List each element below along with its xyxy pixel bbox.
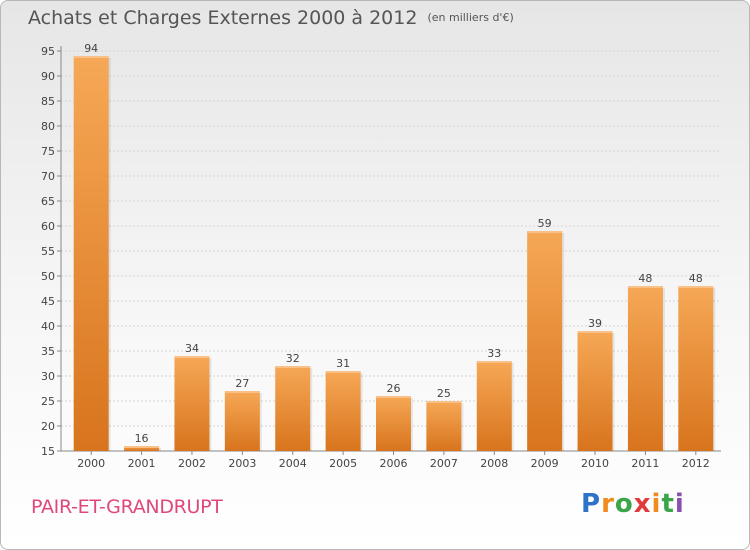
title-unit: (en milliers d'€): [427, 11, 514, 24]
bar-layer: [73, 56, 716, 451]
logo-letter: P: [581, 489, 602, 519]
y-tick-label: 80: [41, 120, 55, 133]
chart-title: Achats et Charges Externes 2000 à 2012 (e…: [28, 7, 514, 29]
y-tick-label: 95: [41, 45, 55, 58]
y-tick-label: 35: [41, 345, 55, 358]
x-tick-label: 2009: [531, 457, 559, 470]
bar: [174, 356, 210, 451]
bar-top: [678, 286, 714, 288]
data-label: 59: [538, 217, 552, 230]
label-layer: 94 2000 16 2001 34 2002 27 2003 32 2004 31 2005 26 20…: [77, 42, 710, 470]
y-tick-label: 75: [41, 145, 55, 158]
y-tick-label: 45: [41, 295, 55, 308]
y-tick-label: 55: [41, 245, 55, 258]
logo-letter: x: [633, 489, 652, 519]
bar-top: [376, 396, 411, 398]
bar-top: [73, 56, 109, 58]
data-label: 16: [135, 432, 149, 445]
y-tick-label: 60: [41, 220, 55, 233]
title-text: Achats et Charges Externes 2000 à 2012: [28, 7, 418, 29]
logo-letter: i: [651, 489, 662, 519]
y-tick-label: 65: [41, 195, 55, 208]
bar: [678, 286, 714, 451]
data-label: 25: [437, 387, 451, 400]
x-tick-label: 2008: [480, 457, 508, 470]
bar-top: [124, 446, 160, 448]
y-tick-label: 50: [41, 270, 55, 283]
bar: [124, 446, 160, 451]
bar: [577, 331, 613, 451]
data-label: 48: [638, 272, 652, 285]
bar-top: [577, 331, 613, 333]
location-name: PAIR-ET-GRANDRUPT: [31, 496, 223, 518]
data-label: 27: [235, 377, 249, 390]
logo-letter: i: [674, 489, 685, 519]
y-tick-label: 30: [41, 370, 55, 383]
x-tick-label: 2007: [430, 457, 458, 470]
bar-top: [426, 401, 462, 403]
data-label: 31: [336, 357, 350, 370]
bar-top: [527, 231, 563, 233]
bar: [627, 286, 663, 451]
y-tick-label: 40: [41, 320, 55, 333]
y-tick-label: 25: [41, 395, 55, 408]
x-tick-label: 2012: [682, 457, 710, 470]
bar-top: [325, 371, 361, 373]
bar: [224, 391, 260, 451]
data-label: 26: [387, 382, 401, 395]
bar-top: [627, 286, 663, 288]
bar: [325, 371, 361, 451]
y-tick-label: 90: [41, 70, 55, 83]
bar-top: [476, 361, 512, 363]
bar: [426, 401, 462, 451]
bar: [275, 366, 311, 451]
x-tick-label: 2002: [178, 457, 206, 470]
proxiti-logo: Proxiti: [581, 489, 685, 519]
logo-letter: r: [601, 489, 615, 519]
bar-top: [224, 391, 260, 393]
x-tick-label: 2006: [380, 457, 408, 470]
data-label: 32: [286, 352, 300, 365]
logo-letter: o: [614, 489, 634, 519]
bar: [376, 396, 411, 451]
x-tick-label: 2000: [77, 457, 105, 470]
bar: [73, 56, 109, 451]
logo-letter: t: [661, 489, 675, 519]
y-tick-label: 20: [41, 420, 55, 433]
x-tick-label: 2011: [631, 457, 659, 470]
y-tick-label: 15: [41, 445, 55, 458]
bar: [476, 361, 512, 451]
x-tick-label: 2010: [581, 457, 609, 470]
data-label: 94: [84, 42, 98, 55]
data-label: 34: [185, 342, 199, 355]
bar-top: [275, 366, 311, 368]
grid-layer: [61, 50, 721, 452]
x-tick-label: 2005: [329, 457, 357, 470]
data-label: 33: [487, 347, 501, 360]
bar: [527, 231, 563, 451]
y-tick-label: 70: [41, 170, 55, 183]
bar-top: [174, 356, 210, 358]
x-tick-label: 2004: [279, 457, 307, 470]
y-tick-label: 85: [41, 95, 55, 108]
data-label: 48: [689, 272, 703, 285]
data-label: 39: [588, 317, 602, 330]
x-tick-label: 2001: [128, 457, 156, 470]
x-tick-label: 2003: [228, 457, 256, 470]
